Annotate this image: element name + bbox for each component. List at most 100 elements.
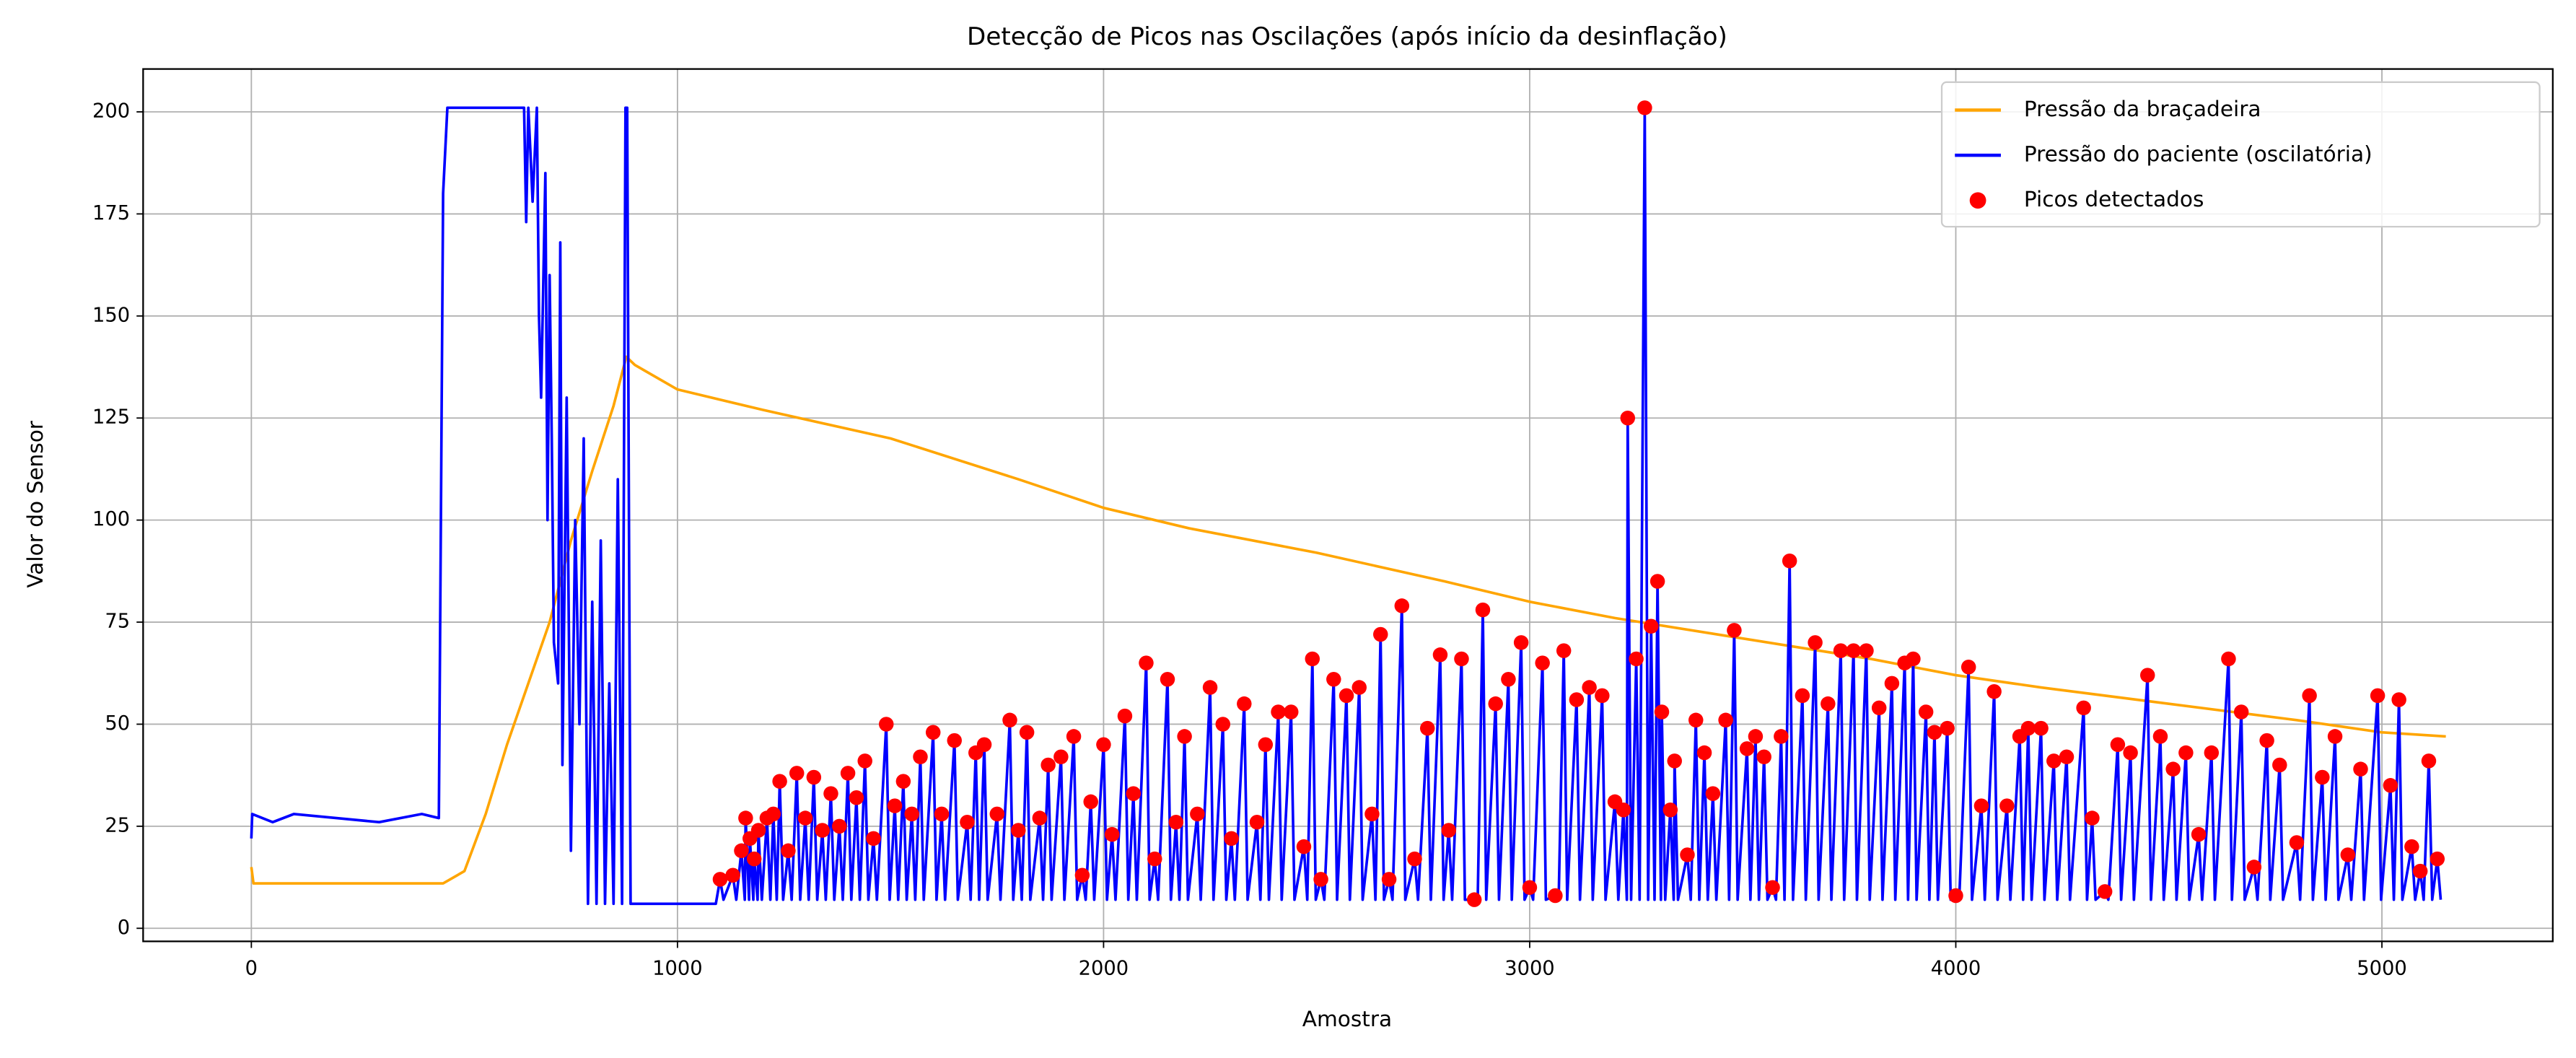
peak-marker xyxy=(1522,880,1538,895)
peak-marker xyxy=(738,810,753,826)
peak-marker xyxy=(1548,888,1563,904)
peak-marker xyxy=(904,806,919,822)
x-tick-label: 1000 xyxy=(652,958,702,980)
peak-marker xyxy=(1501,671,1516,687)
peak-marker xyxy=(1535,655,1550,670)
peak-marker xyxy=(1041,757,1056,773)
peak-marker xyxy=(1795,688,1810,704)
peak-marker xyxy=(2289,835,2305,850)
y-tick-label: 100 xyxy=(92,508,130,530)
peak-marker xyxy=(1595,688,1610,704)
peak-marker xyxy=(1556,643,1572,658)
peak-marker xyxy=(1948,888,1963,904)
chart-title: Detecção de Picos nas Oscilações (após i… xyxy=(967,22,1727,51)
y-tick-label: 175 xyxy=(92,202,130,224)
legend-swatch xyxy=(1969,192,1986,209)
peak-marker xyxy=(2178,745,2194,761)
peak-marker xyxy=(1271,704,1286,720)
peak-marker xyxy=(2033,720,2049,736)
peak-marker xyxy=(1096,737,1111,752)
peak-marker xyxy=(2430,851,2445,867)
y-tick-label: 50 xyxy=(105,712,130,735)
peak-marker xyxy=(1569,692,1585,707)
peak-marker xyxy=(1748,729,1764,744)
peak-marker xyxy=(976,737,992,752)
peak-marker xyxy=(2233,704,2249,720)
peak-marker xyxy=(1296,839,1312,854)
peak-marker xyxy=(1718,712,1733,728)
x-tick-label: 4000 xyxy=(1931,958,1981,980)
peak-marker xyxy=(1620,410,1636,426)
peak-marker xyxy=(797,810,813,826)
peak-marker xyxy=(1326,671,1341,687)
peak-marker xyxy=(1202,680,1218,695)
peak-marker xyxy=(2259,733,2274,748)
x-tick-label: 0 xyxy=(245,958,258,980)
peak-marker xyxy=(2020,720,2036,736)
peak-marker xyxy=(1104,826,1120,842)
peak-marker xyxy=(2097,884,2113,899)
peak-marker xyxy=(1705,786,1721,801)
peak-marker xyxy=(1053,749,1069,764)
peak-marker xyxy=(1168,814,1184,830)
y-tick-label: 0 xyxy=(118,917,130,939)
peak-marker xyxy=(1650,574,1665,589)
peak-marker xyxy=(879,717,894,732)
peak-marker xyxy=(2165,761,2181,777)
peak-marker xyxy=(2246,860,2262,875)
peak-marker xyxy=(2110,737,2126,752)
x-axis-label: Amostra xyxy=(1302,1007,1392,1031)
peak-marker xyxy=(887,798,903,813)
peak-marker xyxy=(1160,671,1175,687)
peak-marker xyxy=(1696,745,1712,761)
y-axis-label: Valor do Sensor xyxy=(23,420,48,587)
peak-marker xyxy=(925,725,941,740)
peak-marker xyxy=(1126,786,1141,801)
peak-marker xyxy=(2327,729,2343,744)
peak-marker xyxy=(2123,745,2138,761)
peak-marker xyxy=(781,843,796,859)
y-tick-label: 150 xyxy=(92,304,130,326)
x-tick-label: 5000 xyxy=(2357,958,2406,980)
x-tick-label: 3000 xyxy=(1504,958,1554,980)
peak-marker xyxy=(1394,598,1410,613)
peak-marker xyxy=(1940,720,1955,736)
peak-marker xyxy=(712,872,728,887)
peak-marker xyxy=(913,749,928,764)
peak-marker xyxy=(1846,643,1862,658)
legend-label: Pressão da braçadeira xyxy=(2024,97,2261,121)
peak-marker xyxy=(1249,814,1265,830)
peak-marker xyxy=(1284,704,1299,720)
peak-marker xyxy=(1190,806,1205,822)
peak-marker xyxy=(2191,826,2207,842)
peak-marker xyxy=(1765,880,1780,895)
peak-marker xyxy=(2412,863,2428,879)
peak-marker xyxy=(1961,660,1976,675)
peak-marker xyxy=(1002,712,1017,728)
peak-marker xyxy=(1756,749,1771,764)
peak-marker xyxy=(1513,635,1529,650)
peak-marker xyxy=(1117,708,1133,724)
peak-marker xyxy=(734,843,749,859)
y-tick-label: 75 xyxy=(105,611,130,633)
peak-marker xyxy=(1918,704,1934,720)
peak-marker xyxy=(1019,725,1035,740)
peak-marker xyxy=(750,823,766,838)
peak-marker xyxy=(2353,761,2368,777)
peak-marker xyxy=(2139,668,2155,683)
peak-marker xyxy=(1258,737,1274,752)
peak-marker xyxy=(1364,806,1380,822)
legend-label: Picos detectados xyxy=(2024,187,2204,211)
peak-marker xyxy=(2383,778,2398,793)
peak-marker xyxy=(2404,839,2419,854)
peak-marker xyxy=(1871,700,1887,716)
peak-marker xyxy=(1381,872,1397,887)
peak-marker xyxy=(2076,700,2091,716)
peak-marker xyxy=(725,867,740,883)
peak-marker xyxy=(1986,683,2002,699)
peak-marker xyxy=(2340,847,2356,862)
peak-marker xyxy=(989,806,1005,822)
peak-marker xyxy=(2152,729,2168,744)
peak-marker xyxy=(1313,872,1328,887)
